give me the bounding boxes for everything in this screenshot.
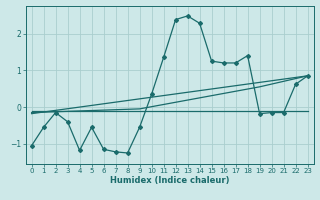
- X-axis label: Humidex (Indice chaleur): Humidex (Indice chaleur): [110, 176, 229, 185]
